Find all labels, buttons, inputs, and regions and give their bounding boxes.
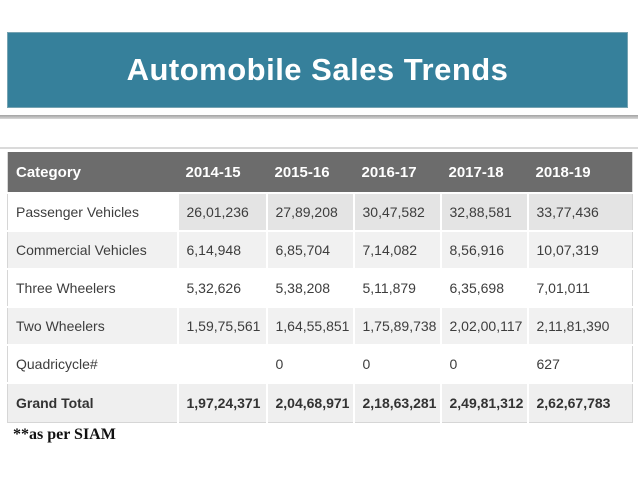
- footnote: **as per SIAM: [13, 426, 116, 443]
- col-header-year: 2015-16: [266, 152, 354, 193]
- value-cell: 0: [439, 344, 528, 383]
- value-cell: 26,01,236: [176, 192, 267, 231]
- table-row: Passenger Vehicles 26,01,236 27,89,208 30,4…: [7, 192, 633, 231]
- table-body: Passenger Vehicles 26,01,236 27,89,208 30,4…: [7, 192, 633, 423]
- table-row: Grand Total 1,97,24,371 2,04,68,971 2,18,63…: [7, 382, 633, 423]
- sales-table: Category 2014-15 2015-16 2016-17 2017-18 2018…: [7, 152, 633, 423]
- header-row: Category 2014-15 2015-16 2016-17 2017-18 2018…: [7, 152, 633, 193]
- value-cell: 33,77,436: [526, 192, 633, 231]
- category-cell: Grand Total: [7, 382, 178, 423]
- page-title: Automobile Sales Trends: [126, 52, 509, 87]
- value-cell: 2,18,63,281: [352, 382, 441, 423]
- title-banner: Automobile Sales Trends: [7, 32, 628, 108]
- col-header-year: 2014-15: [177, 152, 267, 193]
- category-cell: Three Wheelers: [7, 268, 178, 307]
- value-cell: 627: [526, 344, 633, 383]
- value-cell: [176, 344, 267, 383]
- category-cell: Two Wheelers: [7, 306, 178, 345]
- col-header-year: 2016-17: [353, 152, 441, 193]
- value-cell: 2,62,67,783: [526, 382, 633, 423]
- col-header-category: Category: [7, 152, 178, 193]
- value-cell: 1,64,55,851: [265, 306, 354, 345]
- table-row: Quadricycle# 0 0 0 627: [7, 344, 633, 383]
- banner-shadow-divider: [0, 115, 638, 119]
- table-top-rule: [0, 147, 638, 149]
- value-cell: 10,07,319: [526, 230, 633, 269]
- value-cell: 5,38,208: [265, 268, 354, 307]
- value-cell: 1,97,24,371: [176, 382, 267, 423]
- value-cell: 2,02,00,117: [439, 306, 528, 345]
- value-cell: 7,14,082: [352, 230, 441, 269]
- value-cell: 5,32,626: [176, 268, 267, 307]
- value-cell: 6,85,704: [265, 230, 354, 269]
- value-cell: 8,56,916: [439, 230, 528, 269]
- category-cell: Passenger Vehicles: [7, 192, 178, 231]
- col-header-year: 2017-18: [440, 152, 528, 193]
- table-row: Commercial Vehicles 6,14,948 6,85,704 7,14,…: [7, 230, 633, 269]
- value-cell: 30,47,582: [352, 192, 441, 231]
- value-cell: 2,49,81,312: [439, 382, 528, 423]
- value-cell: 0: [352, 344, 441, 383]
- value-cell: 6,35,698: [439, 268, 528, 307]
- value-cell: 1,75,89,738: [352, 306, 441, 345]
- value-cell: 6,14,948: [176, 230, 267, 269]
- value-cell: 1,59,75,561: [176, 306, 267, 345]
- category-cell: Quadricycle#: [7, 344, 178, 383]
- table-row: Three Wheelers 5,32,626 5,38,208 5,11,879 6,…: [7, 268, 633, 307]
- value-cell: 7,01,011: [526, 268, 633, 307]
- value-cell: 2,11,81,390: [526, 306, 633, 345]
- value-cell: 27,89,208: [265, 192, 354, 231]
- value-cell: 5,11,879: [352, 268, 441, 307]
- value-cell: 2,04,68,971: [265, 382, 354, 423]
- category-cell: Commercial Vehicles: [7, 230, 178, 269]
- value-cell: 0: [265, 344, 354, 383]
- col-header-year: 2018-19: [527, 152, 633, 193]
- table-row: Two Wheelers 1,59,75,561 1,64,55,851 1,75,8…: [7, 306, 633, 345]
- table-header: Category 2014-15 2015-16 2016-17 2017-18 2018…: [7, 152, 633, 193]
- value-cell: 32,88,581: [439, 192, 528, 231]
